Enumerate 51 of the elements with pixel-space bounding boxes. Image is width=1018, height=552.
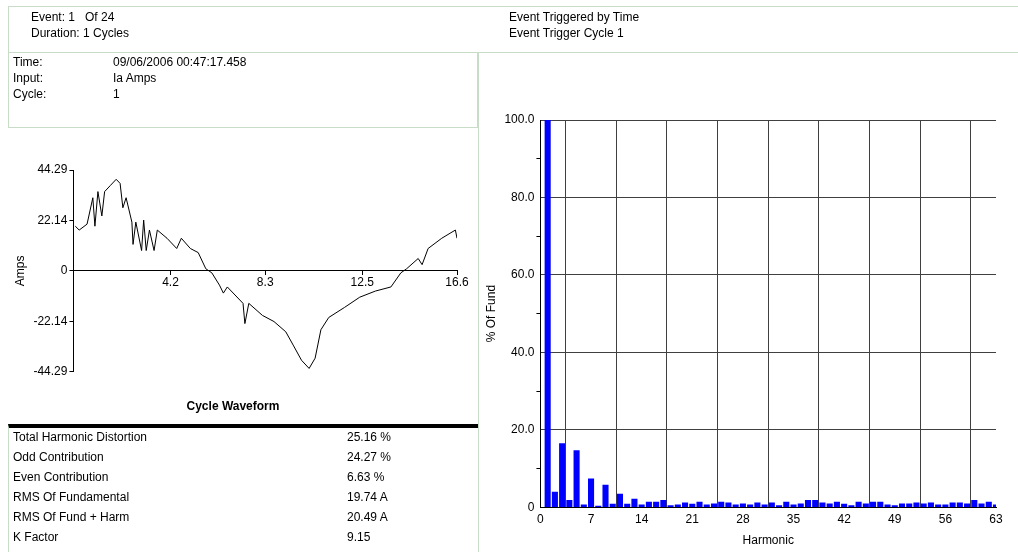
y-tick-label: 0	[527, 499, 535, 514]
y-axis-title: % Of Fund	[483, 284, 498, 343]
x-tick-label: 42	[837, 511, 852, 526]
x-tick-label: 16.6	[445, 275, 469, 290]
category-label: Odd Contribution	[13, 450, 104, 464]
category-label: Total Harmonic Distortion	[13, 430, 148, 444]
x-tick-label: 63	[989, 511, 1003, 526]
y-tick-label: 44.29	[37, 162, 68, 177]
y-tick-label: -22.14	[33, 313, 68, 328]
x-axis-title: Harmonic	[742, 533, 794, 548]
x-tick-label: 4.2	[162, 275, 180, 290]
data-label: 20.49 A	[347, 510, 388, 524]
y-tick-label: 100.0	[504, 112, 535, 127]
x-tick-label: 12.5	[350, 275, 375, 290]
y-tick-label: 0	[60, 263, 68, 278]
y-tick-label: 22.14	[37, 212, 68, 227]
data-label: 24.27 %	[347, 450, 392, 464]
y-tick-label: 80.0	[511, 189, 535, 204]
x-tick-label: 21	[685, 511, 700, 526]
text: Event: 1 Of 24	[31, 10, 115, 24]
text: Cycle:	[13, 87, 47, 101]
text: 1	[113, 87, 120, 101]
y-tick-label: 20.0	[511, 422, 535, 437]
data-label: 6.63 %	[347, 470, 385, 484]
text: Event Trigger Cycle 1	[509, 26, 624, 40]
x-tick-label: 49	[888, 511, 902, 526]
category-label: Even Contribution	[13, 470, 109, 484]
data-label: 19.74 A	[347, 490, 388, 504]
category-label: RMS Of Fundamental	[13, 490, 130, 504]
x-tick-label: 56	[938, 511, 953, 526]
x-tick-label: 7	[587, 511, 595, 526]
y-tick-label: 40.0	[511, 344, 535, 359]
category-label: RMS Of Fund + Harm	[13, 510, 130, 524]
category-label: K Factor	[13, 530, 59, 544]
text: Event Triggered by Time	[509, 10, 640, 24]
text: Ia Amps	[113, 71, 157, 85]
text: Duration: 1 Cycles	[31, 26, 130, 40]
x-tick-label: 8.3	[256, 275, 274, 290]
y-tick-label: -44.29	[33, 363, 68, 378]
data-label: 9.15	[347, 530, 371, 544]
y-axis-title: Amps	[12, 255, 27, 287]
x-tick-label: 14	[634, 511, 649, 526]
x-tick-label: 35	[786, 511, 801, 526]
data-label: 25.16 %	[347, 430, 392, 444]
text: Input:	[13, 71, 44, 85]
x-tick-label: 0	[537, 511, 545, 526]
text: Time:	[13, 55, 43, 69]
x-tick-label: 28	[736, 511, 750, 526]
text: Cycle Waveform	[186, 399, 280, 414]
text: 09/06/2006 00:47:17.458	[113, 55, 247, 69]
y-tick-label: 60.0	[511, 267, 535, 282]
